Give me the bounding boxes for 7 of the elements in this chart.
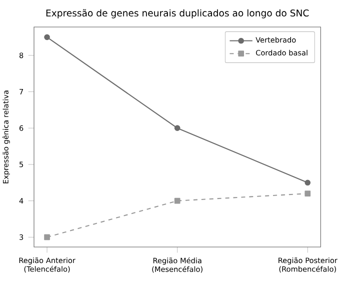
chart-title: Expressão de genes neurais duplicados ao longo do SNC (46, 9, 309, 18)
point (304, 190, 311, 196)
point (304, 180, 311, 186)
point (44, 234, 50, 240)
point (174, 125, 180, 132)
point (174, 198, 180, 204)
point (44, 34, 50, 40)
